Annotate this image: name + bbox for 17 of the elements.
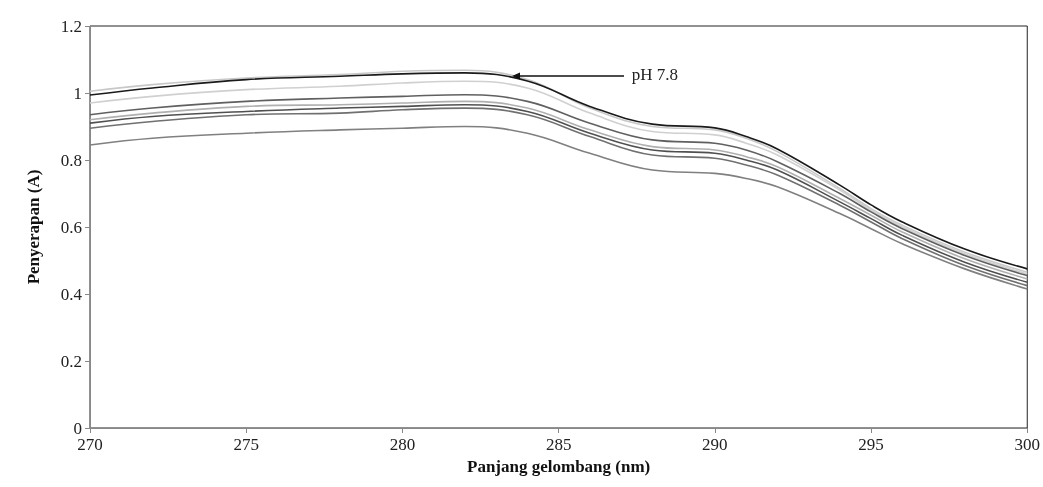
y-tick-label: 0.4 — [60, 284, 83, 304]
x-axis-title: Panjang gelombang (nm) — [467, 456, 651, 476]
y-tick-label: 0 — [73, 418, 82, 438]
x-tick-label: 280 — [389, 435, 416, 454]
x-tick-label: 290 — [702, 435, 728, 454]
x-tick-label: 275 — [233, 435, 259, 454]
y-tick-label: 0.2 — [60, 351, 82, 371]
x-tick-label: 300 — [1014, 435, 1040, 454]
y-tick-label: 1 — [73, 83, 82, 103]
x-tick-label: 295 — [858, 435, 884, 454]
y-axis-title: Penyerapan (A) — [24, 169, 43, 285]
x-tick-label: 270 — [77, 435, 103, 454]
y-tick-label: 0.8 — [60, 150, 82, 170]
y-tick-label: 0.6 — [60, 217, 82, 237]
x-tick-label: 285 — [545, 435, 572, 454]
annotation: pH 7.8 — [631, 65, 679, 86]
y-tick-label: 1.2 — [60, 16, 82, 36]
